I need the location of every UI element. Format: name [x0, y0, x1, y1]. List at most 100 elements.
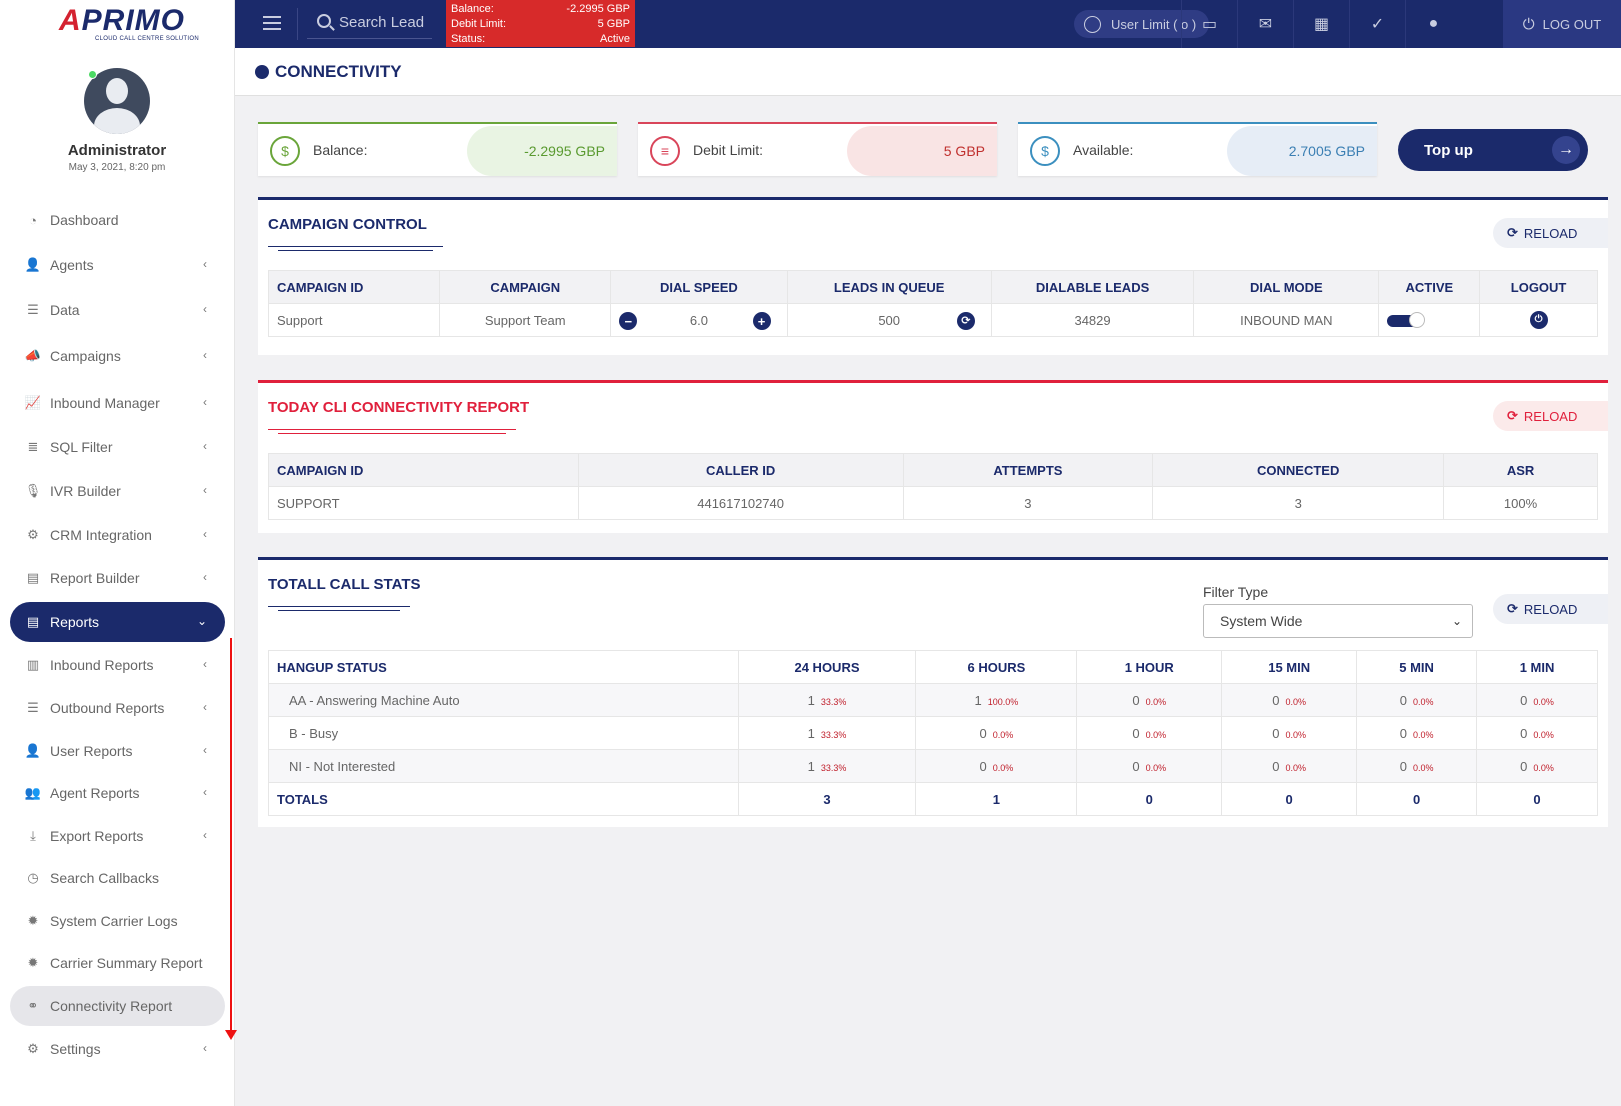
sidebar-item-inbound-reports[interactable]: ▥ Inbound Reports ‹: [10, 645, 225, 685]
stat-cell: 0 0.0%: [1221, 749, 1358, 783]
search-icon[interactable]: [317, 14, 331, 28]
stat-percent: 0.0%: [1285, 729, 1307, 740]
col-campaign-id: CAMPAIGN ID: [267, 270, 441, 304]
microphone-icon[interactable]: ●: [1405, 0, 1461, 48]
increase-speed-button[interactable]: +: [752, 312, 771, 330]
caller-id-cell: 441617102740: [577, 486, 904, 520]
sidebar-item-system-carrier-logs[interactable]: ✹ System Carrier Logs: [10, 901, 225, 941]
sidebar-item-settings[interactable]: ⚙ Settings ‹: [10, 1029, 225, 1069]
sidebar-item-crm-integration[interactable]: ⚙ CRM Integration ‹: [10, 515, 225, 555]
stat-count: 0: [1132, 725, 1140, 741]
sidebar-item-search-callbacks[interactable]: ◷ Search Callbacks: [10, 858, 225, 898]
totals-row: TOTALS 3 1 0 0 0 0: [268, 782, 1598, 816]
mail-icon[interactable]: ✉: [1237, 0, 1293, 48]
user-circle-icon: [1084, 15, 1101, 33]
sidebar-item-sql-filter[interactable]: ≣ SQL Filter ‹: [10, 427, 225, 467]
chevron-left-icon: ‹: [203, 395, 207, 409]
sidebar-item-label: SQL Filter: [50, 439, 113, 455]
stat-count: 0: [1520, 725, 1528, 741]
col-1-min: 1 MIN: [1476, 650, 1598, 684]
profile-name: Administrator: [67, 142, 167, 159]
available-card-label: Available:: [1073, 142, 1134, 158]
col-6-hours: 6 HOURS: [915, 650, 1078, 684]
table-row: NI - Not Interested 1 33.3% 0 0.0% 0 0.0% 0 0.0%…: [268, 749, 1598, 783]
campaign-control-title: CAMPAIGN CONTROL: [268, 216, 427, 233]
sidebar-item-label: Reports: [50, 614, 100, 630]
sidebar-item-label: Search Callbacks: [50, 870, 159, 886]
logout-cell: ⏻: [1479, 303, 1598, 337]
decrease-speed-button[interactable]: −: [619, 312, 638, 330]
logout-label: LOG OUT: [1542, 16, 1602, 32]
top-up-label: Top up: [1424, 141, 1473, 159]
campaign-cell: Support Team: [439, 303, 612, 337]
annotation-arrow-line: [230, 638, 232, 1038]
sidebar-item-inbound-manager[interactable]: 📈 Inbound Manager ‹: [10, 383, 225, 423]
user-limit-label: User Limit ( o ): [1111, 16, 1197, 32]
sidebar-item-user-reports[interactable]: 👤 User Reports ‹: [10, 731, 225, 771]
sidebar-item-label: Campaigns: [50, 348, 121, 364]
chevron-left-icon: ‹: [203, 527, 207, 541]
stat-percent: 0.0%: [1412, 696, 1434, 707]
sidebar-item-label: Dashboard: [50, 212, 119, 228]
sidebar-item-outbound-reports[interactable]: ☰ Outbound Reports ‹: [10, 688, 225, 728]
stat-count: 0: [1272, 725, 1280, 741]
sidebar-item-ivr-builder[interactable]: 🎙 IVR Builder ‹: [10, 471, 225, 511]
search-lead-input[interactable]: Search Lead: [339, 14, 425, 31]
avatar[interactable]: [84, 68, 150, 134]
balance-card-value: -2.2995 GBP: [467, 126, 617, 176]
logo[interactable]: APRIMO CLOUD CALL CENTRE SOLUTION: [0, 0, 234, 48]
total-cell: 1: [915, 782, 1078, 816]
sidebar-item-agents[interactable]: 👤 Agents ‹: [10, 245, 225, 285]
sidebar-item-dashboard[interactable]: ◔ Dashboard: [10, 200, 225, 240]
link-icon: ⚭: [27, 998, 39, 1013]
call-stats-reload-button[interactable]: ⟳ RELOAD: [1493, 594, 1608, 624]
sidebar-item-reports[interactable]: ▤ Reports ⌄: [10, 602, 225, 642]
col-attempts: ATTEMPTS: [902, 453, 1154, 487]
stat-percent: 0.0%: [1412, 762, 1434, 773]
col-campaign-id: CAMPAIGN ID: [268, 453, 579, 487]
logout-button[interactable]: ⏻ LOG OUT: [1503, 0, 1621, 48]
chevron-left-icon: ‹: [203, 1041, 207, 1055]
sidebar-item-agent-reports[interactable]: 👥 Agent Reports ‹: [10, 773, 225, 813]
users-icon: 👥: [24, 785, 42, 800]
refresh-queue-button[interactable]: ⟳: [956, 312, 975, 330]
cli-report-table: CAMPAIGN ID CALLER ID ATTEMPTS CONNECTED…: [268, 453, 1598, 520]
dollar-icon: $: [270, 136, 300, 166]
download-icon: ⤓: [30, 828, 36, 843]
col-connected: CONNECTED: [1152, 453, 1445, 487]
sidebar-item-export-reports[interactable]: ⤓ Export Reports ‹: [10, 816, 225, 856]
chevron-left-icon: ‹: [203, 348, 207, 362]
cli-report-reload-button[interactable]: ⟳ RELOAD: [1493, 401, 1608, 431]
balance-status-box: Balance: -2.2995 GBP Debit Limit: 5 GBP St…: [446, 0, 635, 47]
stat-percent: 33.3%: [820, 696, 847, 707]
sidebar-item-report-builder[interactable]: ▤ Report Builder ‹: [10, 558, 225, 598]
chevron-left-icon: ‹: [203, 657, 207, 671]
sidebar-item-connectivity-report[interactable]: ⚭ Connectivity Report: [10, 986, 225, 1026]
active-toggle[interactable]: [1387, 312, 1426, 329]
campaign-control-reload-button[interactable]: ⟳ RELOAD: [1493, 218, 1608, 248]
online-status-dot: [88, 70, 97, 79]
user-limit-button[interactable]: User Limit ( o ): [1074, 10, 1209, 38]
data-icon: ☰: [27, 302, 39, 317]
sidebar-item-label: User Reports: [50, 743, 133, 759]
agents-icon: 👤: [24, 257, 42, 272]
hamburger-menu-icon[interactable]: [263, 16, 281, 30]
filter-type-select[interactable]: System Wide ⌄: [1203, 604, 1473, 638]
campaign-logout-button[interactable]: ⏻: [1529, 311, 1548, 329]
sidebar-item-campaigns[interactable]: 📣 Campaigns ‹: [10, 336, 225, 376]
annotation-arrow-head: [225, 1030, 237, 1040]
grid-icon[interactable]: ▦: [1293, 0, 1349, 48]
status-label: Status:: [451, 33, 486, 45]
col-24-hours: 24 HOURS: [737, 650, 917, 684]
filter-type-label: Filter Type: [1203, 584, 1269, 600]
sidebar-item-carrier-summary-report[interactable]: ✹ Carrier Summary Report: [10, 943, 225, 983]
stat-cell: 0 0.0%: [1076, 683, 1223, 717]
sidebar-item-data[interactable]: ☰ Data ‹: [10, 290, 225, 330]
stat-percent: 0.0%: [1145, 696, 1167, 707]
call-stats-table: HANGUP STATUS 24 HOURS 6 HOURS 1 HOUR 15…: [268, 650, 1598, 816]
check-icon[interactable]: ✓: [1349, 0, 1405, 48]
search-underline: [307, 38, 432, 39]
title-underline: [268, 429, 516, 430]
top-up-button[interactable]: Top up →: [1398, 129, 1588, 171]
chat-icon[interactable]: ▭: [1181, 0, 1237, 48]
